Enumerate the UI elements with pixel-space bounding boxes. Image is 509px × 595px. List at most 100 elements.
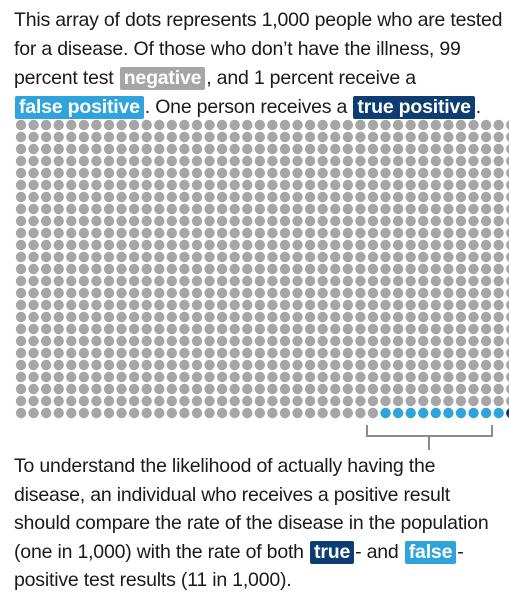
negative-dot [191, 395, 203, 407]
negative-dot [40, 167, 52, 179]
negative-dot [480, 275, 492, 287]
negative-dot [330, 311, 341, 323]
negative-dot [28, 383, 39, 395]
negative-dot [66, 215, 77, 227]
negative-dot [103, 359, 115, 371]
negative-dot [506, 192, 509, 202]
negative-dot [292, 263, 303, 275]
negative-dot [367, 395, 379, 407]
negative-dot [128, 407, 140, 419]
negative-dot [141, 227, 152, 239]
negative-dot [91, 371, 102, 383]
negative-dot [380, 155, 391, 167]
negative-dot [468, 239, 479, 251]
negative-dot [392, 143, 404, 155]
negative-dot [53, 275, 64, 287]
negative-dot [204, 335, 215, 347]
negative-dot [254, 239, 266, 251]
negative-dot [116, 359, 127, 371]
negative-dot [267, 395, 278, 407]
negative-dot [506, 144, 509, 154]
negative-dot [380, 287, 391, 299]
negative-dot [468, 179, 479, 191]
negative-dot [405, 347, 416, 359]
negative-dot [116, 227, 127, 239]
negative-dot [443, 263, 454, 275]
negative-dot [468, 215, 479, 227]
negative-dot [317, 311, 328, 323]
negative-dot [342, 227, 354, 239]
true-positive-dot [506, 408, 509, 418]
negative-dot [405, 251, 416, 263]
negative-dot [468, 323, 479, 335]
false-positive-dot [468, 407, 479, 419]
negative-dot [40, 179, 52, 191]
negative-dot [267, 239, 278, 251]
negative-dot [28, 239, 39, 251]
negative-dot [430, 131, 442, 143]
negative-dot [78, 371, 90, 383]
negative-dot [128, 167, 140, 179]
negative-dot [15, 251, 27, 263]
negative-dot [267, 275, 278, 287]
negative-dot [342, 143, 354, 155]
negative-dot [78, 299, 90, 311]
negative-dot [229, 179, 240, 191]
negative-dot [367, 287, 379, 299]
negative-dot [154, 179, 165, 191]
negative-dot [342, 239, 354, 251]
negative-dot [40, 395, 52, 407]
negative-dot [317, 167, 328, 179]
negative-dot [154, 335, 165, 347]
negative-dot [191, 179, 203, 191]
negative-dot [15, 203, 27, 215]
negative-dot [355, 323, 366, 335]
negative-dot [166, 287, 178, 299]
negative-dot [154, 359, 165, 371]
negative-dot [242, 311, 253, 323]
negative-dot [242, 323, 253, 335]
negative-dot [493, 131, 504, 143]
negative-dot [141, 215, 152, 227]
negative-dot [267, 287, 278, 299]
negative-dot [78, 275, 90, 287]
false-positive-dot [380, 407, 391, 419]
negative-dot [317, 227, 328, 239]
negative-dot [166, 227, 178, 239]
negative-dot [191, 239, 203, 251]
negative-dot [242, 119, 253, 131]
bracket-line [366, 425, 493, 450]
false-positive-dot [480, 407, 492, 419]
negative-dot [66, 263, 77, 275]
negative-dot [53, 119, 64, 131]
negative-dot [40, 359, 52, 371]
negative-dot [468, 155, 479, 167]
negative-dot [455, 203, 467, 215]
negative-dot [405, 311, 416, 323]
negative-dot [418, 263, 429, 275]
negative-dot [468, 143, 479, 155]
negative-dot [405, 239, 416, 251]
negative-dot [418, 119, 429, 131]
negative-dot [154, 323, 165, 335]
negative-dot [330, 263, 341, 275]
negative-dot [128, 395, 140, 407]
negative-dot [128, 131, 140, 143]
negative-dot [506, 360, 509, 370]
negative-dot [229, 323, 240, 335]
negative-dot [443, 227, 454, 239]
negative-dot [443, 179, 454, 191]
negative-dot [154, 119, 165, 131]
negative-dot [116, 191, 127, 203]
negative-dot [229, 371, 240, 383]
negative-dot [154, 311, 165, 323]
negative-dot [317, 287, 328, 299]
negative-dot [330, 371, 341, 383]
negative-dot [103, 287, 115, 299]
negative-dot [493, 299, 504, 311]
negative-dot [91, 347, 102, 359]
negative-dot [103, 131, 115, 143]
negative-dot [355, 179, 366, 191]
negative-dot [380, 311, 391, 323]
negative-dot [506, 264, 509, 274]
